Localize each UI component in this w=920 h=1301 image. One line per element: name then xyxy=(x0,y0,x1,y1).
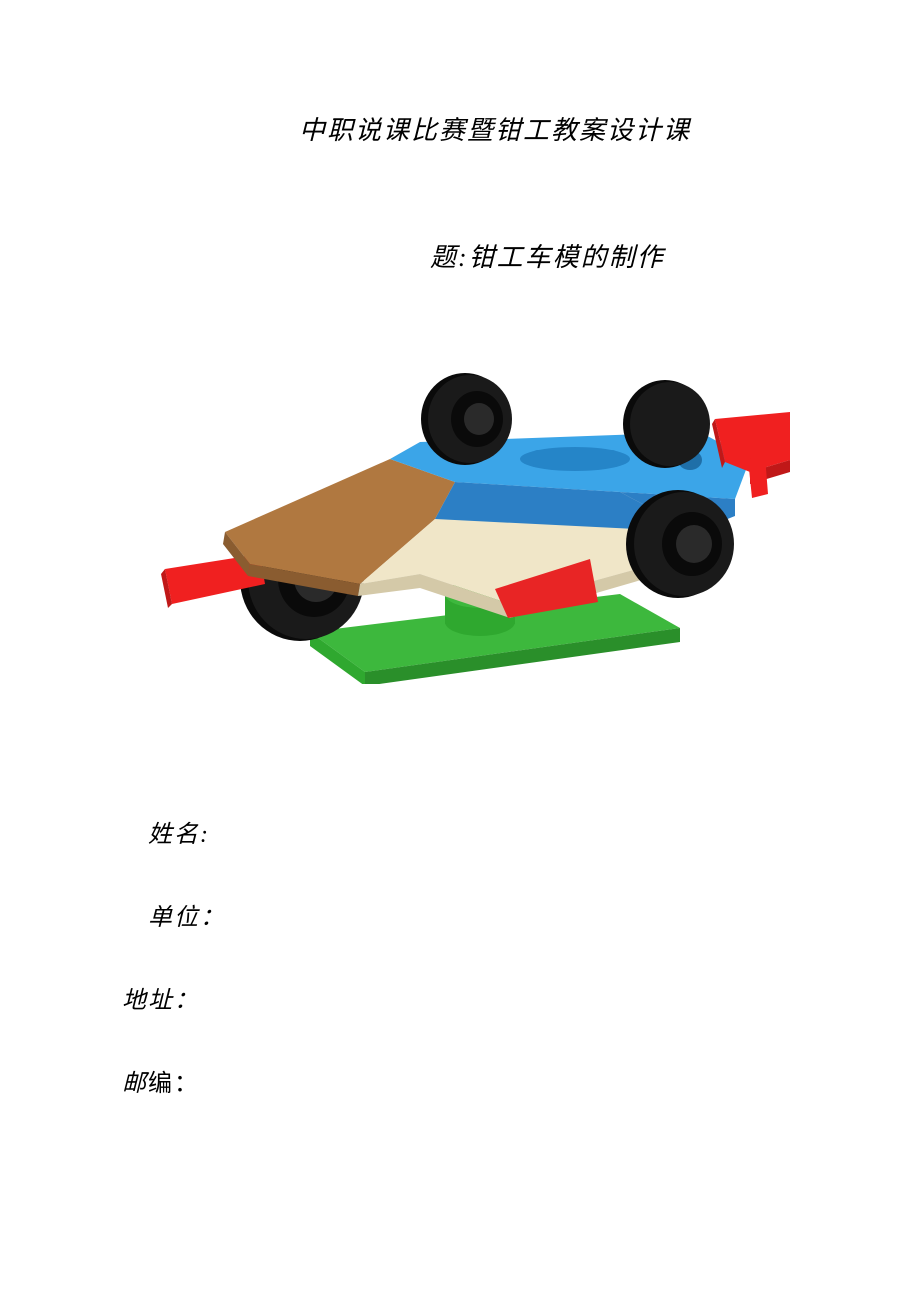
postcode-field: 邮编： xyxy=(122,1063,820,1098)
front-right-wheel xyxy=(623,380,710,468)
front-left-wheel-top xyxy=(421,373,512,465)
document-page: 中职说课比赛暨钳工教案设计课 题:钳工车模的制作 xyxy=(0,0,920,1301)
car-model-illustration xyxy=(110,364,790,684)
name-field: 姓名: xyxy=(148,814,820,849)
rear-right-wheel xyxy=(626,490,734,598)
info-fields: 姓名: 单位： 地址： 邮编： xyxy=(122,814,820,1098)
address-field: 地址： xyxy=(122,980,820,1015)
page-title: 中职说课比赛暨钳工教案设计课 xyxy=(210,110,780,147)
page-subtitle: 题:钳工车模的制作 xyxy=(430,237,820,274)
unit-field: 单位： xyxy=(148,897,820,932)
car-svg xyxy=(110,364,790,684)
